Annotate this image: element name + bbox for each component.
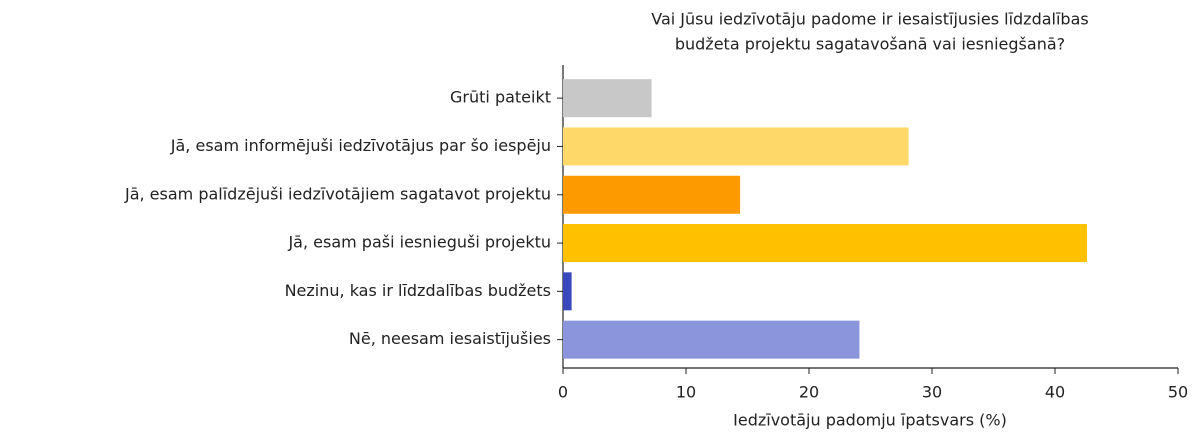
- bar: [563, 175, 741, 214]
- x-tick-label: 30: [922, 383, 942, 402]
- y-tick-label: Jā, esam informējuši iedzīvotājus par šo…: [170, 136, 551, 155]
- bar: [563, 127, 909, 166]
- x-tick-label: 10: [676, 383, 696, 402]
- bar: [563, 320, 860, 359]
- bar: [563, 224, 1087, 263]
- x-tick-label: 40: [1045, 383, 1065, 402]
- y-tick-label: Jā, esam paši iesnieguši projektu: [287, 233, 551, 252]
- x-tick-label: 0: [558, 383, 568, 402]
- chart-title: Vai Jūsu iedzīvotāju padome ir iesaistīj…: [651, 10, 1088, 29]
- bar: [563, 272, 572, 311]
- chart-title: budžeta projektu sagatavošanā vai iesnie…: [675, 35, 1065, 54]
- y-tick-label: Jā, esam palīdzējuši iedzīvotājiem sagat…: [124, 184, 551, 203]
- x-tick-label: 50: [1168, 383, 1188, 402]
- y-tick-label: Grūti pateikt: [450, 88, 551, 107]
- y-tick-label: Nezinu, kas ir līdzdalības budžets: [285, 281, 551, 300]
- x-tick-label: 20: [799, 383, 819, 402]
- y-tick-label: Nē, neesam iesaistījušies: [349, 329, 551, 348]
- x-axis-label: Iedzīvotāju padomju īpatsvars (%): [733, 411, 1007, 430]
- bar: [563, 79, 652, 118]
